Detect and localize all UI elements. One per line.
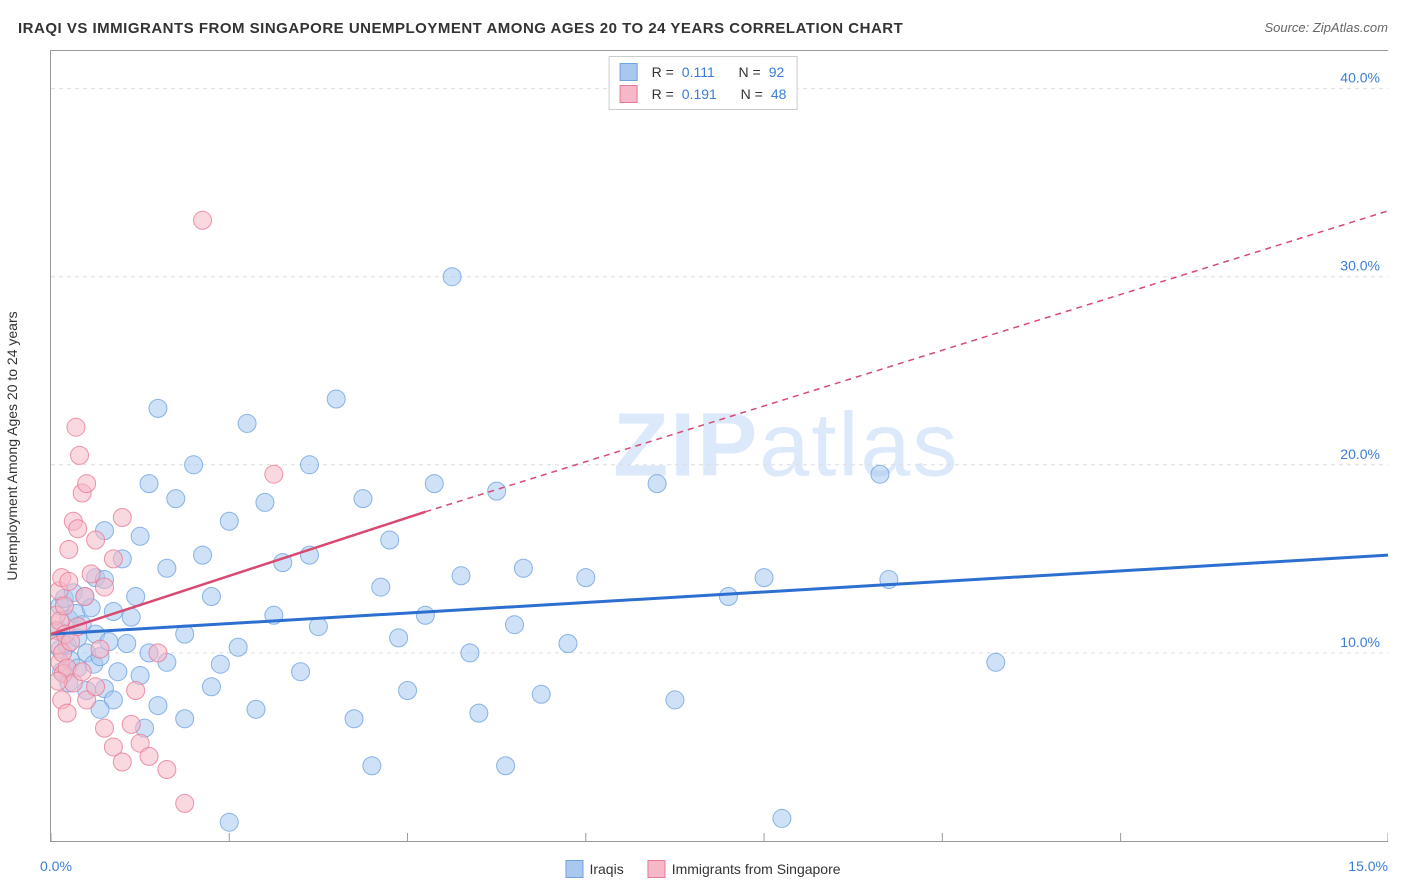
series-legend-item: Immigrants from Singapore bbox=[648, 860, 841, 878]
legend-swatch bbox=[620, 63, 638, 81]
legend-swatch bbox=[648, 860, 666, 878]
svg-text:40.0%: 40.0% bbox=[1340, 70, 1380, 86]
series-legend: Iraqis Immigrants from Singapore bbox=[565, 860, 840, 878]
legend-swatch bbox=[565, 860, 583, 878]
x-axis-min-label: 0.0% bbox=[40, 858, 72, 874]
series-legend-item: Iraqis bbox=[565, 860, 623, 878]
svg-text:20.0%: 20.0% bbox=[1340, 446, 1380, 462]
chart-title: IRAQI VS IMMIGRANTS FROM SINGAPORE UNEMP… bbox=[18, 20, 903, 37]
svg-text:10.0%: 10.0% bbox=[1340, 634, 1380, 650]
correlation-legend-row: R =0.111 N =92 bbox=[620, 61, 787, 83]
legend-label: Iraqis bbox=[589, 861, 623, 877]
correlation-legend-row: R =0.191 N =48 bbox=[620, 83, 787, 105]
y-axis-label: Unemployment Among Ages 20 to 24 years bbox=[4, 311, 20, 580]
chart-svg: 10.0% 20.0% 30.0% 40.0% bbox=[51, 51, 1388, 841]
correlation-legend: R =0.111 N =92R =0.191 N =48 bbox=[609, 56, 798, 110]
chart-plot-area: ZIPatlas 10.0%20.0%30.0%40.0% bbox=[50, 50, 1388, 842]
source-prefix: Source: bbox=[1264, 20, 1312, 35]
source-link[interactable]: ZipAtlas.com bbox=[1313, 20, 1388, 35]
x-axis-max-label: 15.0% bbox=[1348, 858, 1388, 874]
source-attribution: Source: ZipAtlas.com bbox=[1264, 20, 1388, 35]
legend-swatch bbox=[620, 85, 638, 103]
legend-label: Immigrants from Singapore bbox=[672, 861, 841, 877]
svg-text:30.0%: 30.0% bbox=[1340, 258, 1380, 274]
